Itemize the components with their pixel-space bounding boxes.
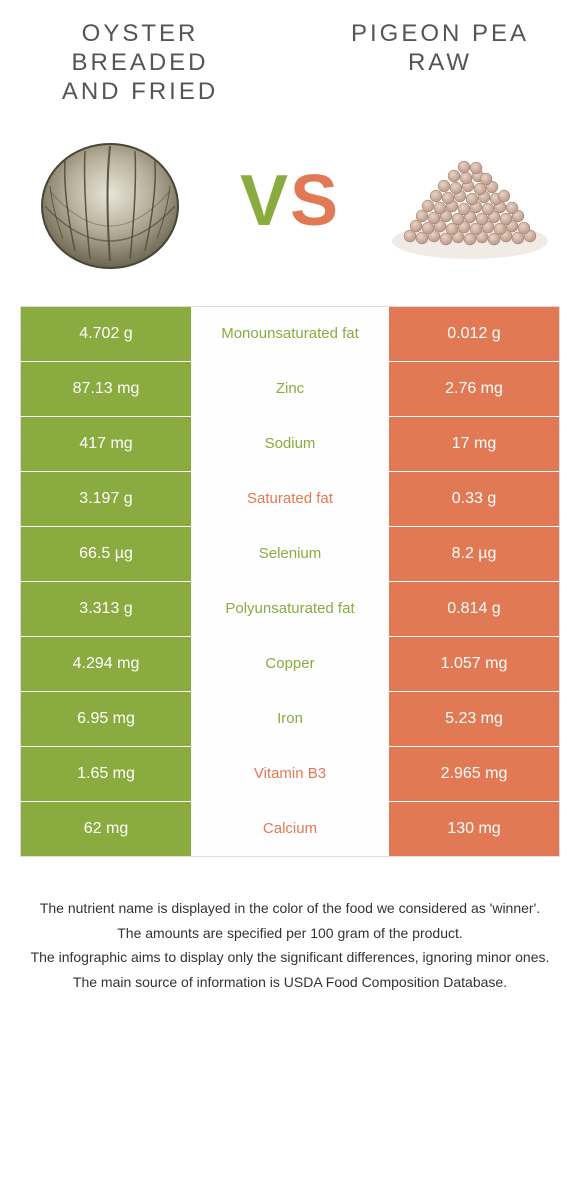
value-right: 5.23 mg	[389, 692, 559, 746]
value-right: 8.2 µg	[389, 527, 559, 581]
value-left: 4.702 g	[21, 307, 191, 361]
value-right: 0.814 g	[389, 582, 559, 636]
value-right: 2.76 mg	[389, 362, 559, 416]
oyster-image	[30, 126, 190, 276]
value-right: 1.057 mg	[389, 637, 559, 691]
nutrient-row: 4.702 gMonounsaturated fat0.012 g	[21, 307, 559, 362]
nutrient-name: Polyunsaturated fat	[191, 582, 389, 636]
value-left: 4.294 mg	[21, 637, 191, 691]
nutrient-name: Selenium	[191, 527, 389, 581]
value-left: 3.197 g	[21, 472, 191, 526]
value-left: 87.13 mg	[21, 362, 191, 416]
nutrient-row: 3.313 gPolyunsaturated fat0.814 g	[21, 582, 559, 637]
nutrient-table: 4.702 gMonounsaturated fat0.012 g87.13 m…	[20, 306, 560, 857]
value-right: 0.33 g	[389, 472, 559, 526]
nutrient-row: 417 mgSodium17 mg	[21, 417, 559, 472]
value-left: 1.65 mg	[21, 747, 191, 801]
value-right: 0.012 g	[389, 307, 559, 361]
nutrient-row: 87.13 mgZinc2.76 mg	[21, 362, 559, 417]
nutrient-name: Calcium	[191, 802, 389, 856]
nutrient-row: 6.95 mgIron5.23 mg	[21, 692, 559, 747]
nutrient-row: 62 mgCalcium130 mg	[21, 802, 559, 856]
nutrient-row: 3.197 gSaturated fat0.33 g	[21, 472, 559, 527]
value-left: 6.95 mg	[21, 692, 191, 746]
vs-s: S	[290, 161, 340, 241]
images-row: VS	[0, 116, 580, 306]
value-left: 3.313 g	[21, 582, 191, 636]
nutrient-row: 4.294 mgCopper1.057 mg	[21, 637, 559, 692]
footer-line: The infographic aims to display only the…	[30, 946, 550, 968]
nutrient-name: Sodium	[191, 417, 389, 471]
footer-line: The amounts are specified per 100 gram o…	[30, 922, 550, 944]
value-right: 130 mg	[389, 802, 559, 856]
nutrient-name: Copper	[191, 637, 389, 691]
nutrient-row: 1.65 mgVitamin B32.965 mg	[21, 747, 559, 802]
nutrient-name: Zinc	[191, 362, 389, 416]
nutrient-name: Monounsaturated fat	[191, 307, 389, 361]
nutrient-name: Vitamin B3	[191, 747, 389, 801]
footer-notes: The nutrient name is displayed in the co…	[0, 857, 580, 1015]
vs-label: VS	[240, 160, 340, 242]
pigeon-pea-image	[390, 126, 550, 276]
value-left: 66.5 µg	[21, 527, 191, 581]
value-left: 417 mg	[21, 417, 191, 471]
vs-v: V	[240, 161, 290, 241]
footer-line: The main source of information is USDA F…	[30, 971, 550, 993]
nutrient-row: 66.5 µgSelenium8.2 µg	[21, 527, 559, 582]
nutrient-name: Iron	[191, 692, 389, 746]
value-left: 62 mg	[21, 802, 191, 856]
header: OYSTER BREADED AND FRIED PIGEON PEA RAW	[0, 0, 580, 116]
value-right: 17 mg	[389, 417, 559, 471]
footer-line: The nutrient name is displayed in the co…	[30, 897, 550, 919]
value-right: 2.965 mg	[389, 747, 559, 801]
title-left: OYSTER BREADED AND FRIED	[40, 20, 240, 106]
title-right: PIGEON PEA RAW	[340, 20, 540, 106]
nutrient-name: Saturated fat	[191, 472, 389, 526]
